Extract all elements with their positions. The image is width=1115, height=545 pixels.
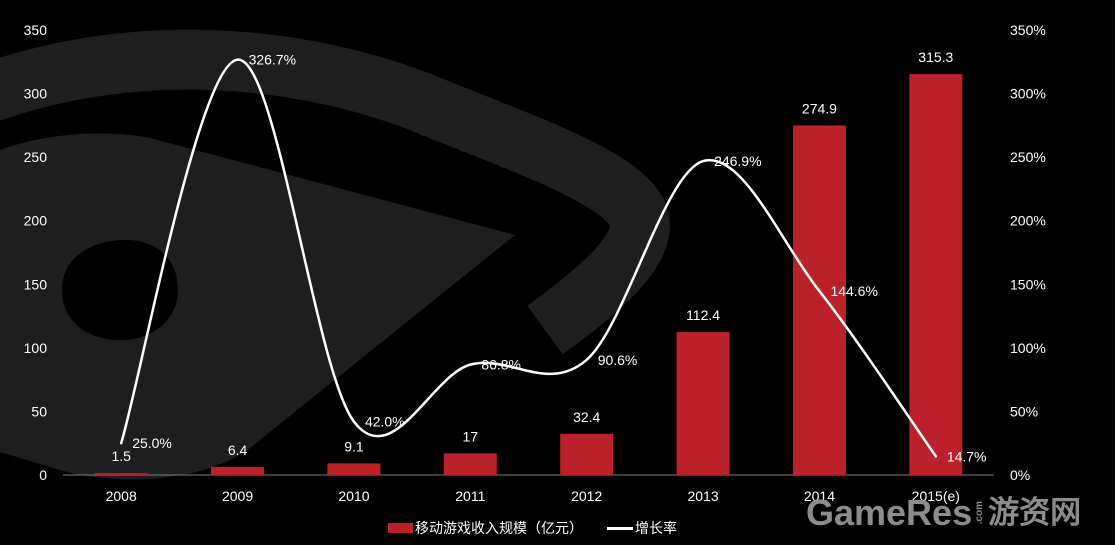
left-axis-tick-label: 300: [24, 86, 48, 102]
background-logo-shape: [0, 29, 671, 480]
bar: [676, 332, 730, 475]
watermark-domain: .com: [974, 501, 986, 525]
right-axis-tick-label: 150%: [1010, 276, 1046, 292]
right-axis-tick-label: 250%: [1010, 149, 1046, 165]
growth-rate-label: 42.0%: [365, 414, 405, 430]
growth-rate-label: 246.9%: [714, 153, 761, 169]
x-axis-tick-label: 2012: [571, 488, 602, 504]
x-axis-tick-label: 2009: [222, 488, 253, 504]
legend-bar-swatch: [388, 523, 413, 533]
x-axis-tick-label: 2010: [338, 488, 369, 504]
growth-rate-label: 86.8%: [481, 357, 521, 373]
bar-value-label: 112.4: [686, 307, 720, 323]
legend-label-growth: 增长率: [635, 521, 677, 537]
right-axis-tick-label: 50%: [1010, 403, 1038, 419]
bar-value-label: 315.3: [918, 49, 953, 65]
growth-rate-label: 14.7%: [947, 448, 987, 464]
background-logo-arc: [0, 29, 671, 355]
bar: [443, 453, 497, 475]
left-axis-tick-label: 150: [24, 276, 48, 292]
background-logo-core: [0, 133, 515, 480]
left-axis-tick-label: 0: [39, 467, 47, 483]
bar-value-label: 6.4: [228, 442, 248, 458]
line-series: [119, 58, 938, 458]
bar: [909, 74, 963, 476]
line-value-labels: 25.0% 326.7% 42.0% 86.8% 90.6% 246.9% 144.6% 14…: [132, 52, 986, 465]
x-axis-tick-label: 2008: [106, 488, 137, 504]
x-axis: 2008 2009 2010 2011 2012 2013 2014 2015(e): [106, 488, 960, 504]
right-axis: 0% 50% 100% 150% 200% 250% 300% 350%: [1010, 22, 1046, 483]
growth-rate-label: 25.0%: [132, 435, 172, 451]
right-axis-tick-label: 100%: [1010, 340, 1046, 356]
bar-value-label: 9.1: [344, 438, 364, 454]
x-axis-tick-label: 2015(e): [912, 488, 960, 504]
right-axis-tick-label: 350%: [1010, 22, 1046, 38]
bar-value-labels: 1.5 6.4 9.1 17 32.4 112.4 274.9 315.3: [111, 49, 953, 464]
bar-series: [94, 74, 963, 476]
left-axis-tick-label: 50: [31, 403, 47, 419]
right-axis-tick-label: 200%: [1010, 213, 1046, 229]
bar: [327, 463, 381, 475]
legend: 移动游戏收入规模（亿元） 增长率: [388, 519, 677, 537]
bar-value-label: 17: [463, 428, 479, 444]
legend-item-growth: 增长率: [607, 518, 677, 538]
growth-rate-label: 90.6%: [598, 352, 638, 368]
bar-value-label: 1.5: [111, 448, 131, 464]
left-axis-tick-label: 200: [24, 213, 48, 229]
left-axis-tick-label: 350: [24, 22, 48, 38]
legend-item-revenue: 移动游戏收入规模（亿元）: [388, 518, 583, 538]
watermark-brand-cn: 游资网: [988, 495, 1082, 531]
right-axis-tick-label: 300%: [1010, 86, 1046, 102]
growth-rate-line: [119, 58, 938, 458]
left-axis-tick-label: 250: [24, 149, 48, 165]
x-axis-tick-label: 2013: [687, 488, 718, 504]
left-axis-tick-label: 100: [24, 340, 48, 356]
left-axis: 0 50 100 150 200 250 300 350: [24, 22, 48, 483]
growth-rate-label: 326.7%: [249, 52, 296, 68]
x-axis-tick-label: 2014: [804, 488, 835, 504]
bar: [94, 473, 148, 475]
watermark-brand: GameRes: [806, 492, 973, 533]
watermark-logo: GameRes .com 游资网: [806, 491, 1081, 535]
right-axis-tick-label: 0%: [1010, 467, 1030, 483]
bar-value-label: 32.4: [573, 409, 600, 425]
legend-label-revenue: 移动游戏收入规模（亿元）: [415, 521, 583, 537]
growth-rate-label: 144.6%: [830, 283, 877, 299]
bar: [792, 125, 846, 475]
bar: [560, 433, 614, 475]
legend-line-swatch: [607, 526, 633, 530]
bar: [211, 466, 265, 475]
bar-value-label: 274.9: [802, 100, 837, 116]
x-axis-tick-label: 2011: [455, 488, 485, 504]
